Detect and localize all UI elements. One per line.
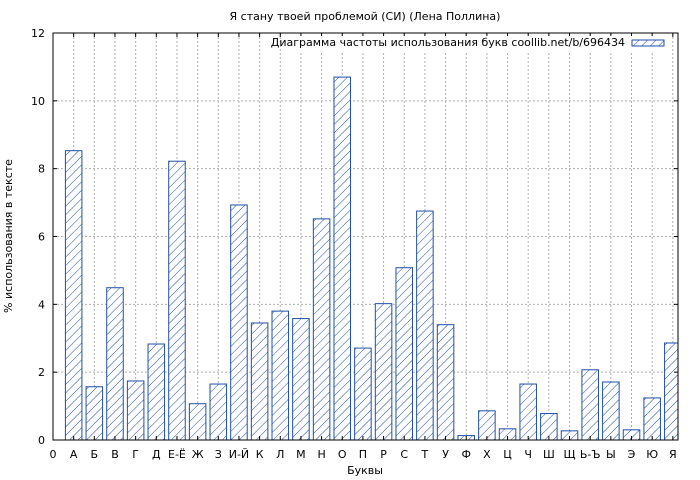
x-tick-label: С bbox=[400, 448, 408, 461]
x-tick-label: Т bbox=[421, 448, 429, 461]
x-tick-label: П bbox=[359, 448, 367, 461]
x-tick-label: Щ bbox=[564, 448, 576, 461]
y-tick-label: 4 bbox=[38, 298, 45, 311]
x-tick-label: Ш bbox=[543, 448, 555, 461]
y-tick-label: 10 bbox=[31, 95, 45, 108]
x-tick-label: З bbox=[215, 448, 222, 461]
x-tick-label: Ю bbox=[646, 448, 658, 461]
bar bbox=[395, 267, 414, 441]
legend: Диаграмма частоты использования букв coo… bbox=[271, 36, 670, 52]
bar bbox=[106, 287, 124, 441]
bar bbox=[250, 322, 269, 441]
bar bbox=[436, 324, 455, 441]
y-tick-label: 0 bbox=[38, 434, 45, 447]
y-tick-label: 2 bbox=[38, 366, 45, 379]
bar bbox=[85, 386, 104, 441]
x-tick-label: И-Й bbox=[229, 448, 249, 461]
x-tick-label: Э bbox=[628, 448, 636, 461]
x-tick-label: Г bbox=[132, 448, 139, 461]
bar bbox=[333, 76, 352, 441]
x-tick-label: Ч bbox=[524, 448, 532, 461]
x-tick-label: Ж bbox=[192, 448, 204, 461]
x-tick-label: Х bbox=[483, 448, 491, 461]
bar bbox=[271, 310, 290, 441]
x-tick-label: Ы bbox=[606, 448, 616, 461]
bar bbox=[209, 383, 228, 441]
bar bbox=[230, 204, 248, 441]
bar bbox=[354, 347, 372, 441]
bar bbox=[312, 218, 331, 441]
y-tick-label: 6 bbox=[38, 231, 45, 244]
bar bbox=[374, 303, 393, 441]
bar bbox=[602, 381, 620, 441]
bar bbox=[64, 150, 83, 441]
x-tick-label: Ф bbox=[461, 448, 470, 461]
legend-label: Диаграмма частоты использования букв coo… bbox=[271, 36, 625, 49]
grid bbox=[53, 33, 678, 440]
x-tick-label: Д bbox=[152, 448, 161, 461]
x-tick-label: О bbox=[338, 448, 347, 461]
x-tick-label: М bbox=[296, 448, 306, 461]
bar bbox=[168, 160, 186, 441]
bar bbox=[581, 369, 599, 441]
x-tick-label: В bbox=[111, 448, 119, 461]
bar bbox=[664, 342, 679, 441]
x-tick-label: Р bbox=[380, 448, 387, 461]
x-tick-label: А bbox=[70, 448, 78, 461]
x-tick-label: К bbox=[256, 448, 264, 461]
bar bbox=[188, 403, 207, 441]
x-axis-label: Буквы bbox=[347, 464, 383, 477]
y-tick-label: 12 bbox=[31, 27, 45, 40]
x-tick-label: У bbox=[442, 448, 449, 461]
x-tick-label: Л bbox=[276, 448, 284, 461]
x-tick-label: 0 bbox=[50, 448, 57, 461]
x-tick-label: Б bbox=[91, 448, 99, 461]
x-tick-label: Ц bbox=[503, 448, 512, 461]
legend-swatch bbox=[631, 39, 665, 47]
legend-background bbox=[284, 36, 670, 52]
bar bbox=[292, 318, 310, 441]
bar bbox=[126, 380, 145, 441]
bar bbox=[519, 383, 537, 441]
x-tick-label: Н bbox=[317, 448, 325, 461]
chart-title: Я стану твоей проблемой (СИ) (Лена Полли… bbox=[230, 10, 501, 23]
y-axis-label: % использования в тексте bbox=[2, 159, 15, 313]
x-tick-label: Ь-Ъ bbox=[580, 448, 601, 461]
y-tick-label: 8 bbox=[38, 163, 45, 176]
x-tick-label: Я bbox=[669, 448, 677, 461]
x-tick-label: Е-Ё bbox=[168, 448, 186, 461]
bars bbox=[64, 76, 679, 441]
bar bbox=[416, 210, 434, 441]
bar bbox=[147, 343, 166, 441]
bar bbox=[478, 410, 496, 441]
bar bbox=[643, 397, 661, 441]
